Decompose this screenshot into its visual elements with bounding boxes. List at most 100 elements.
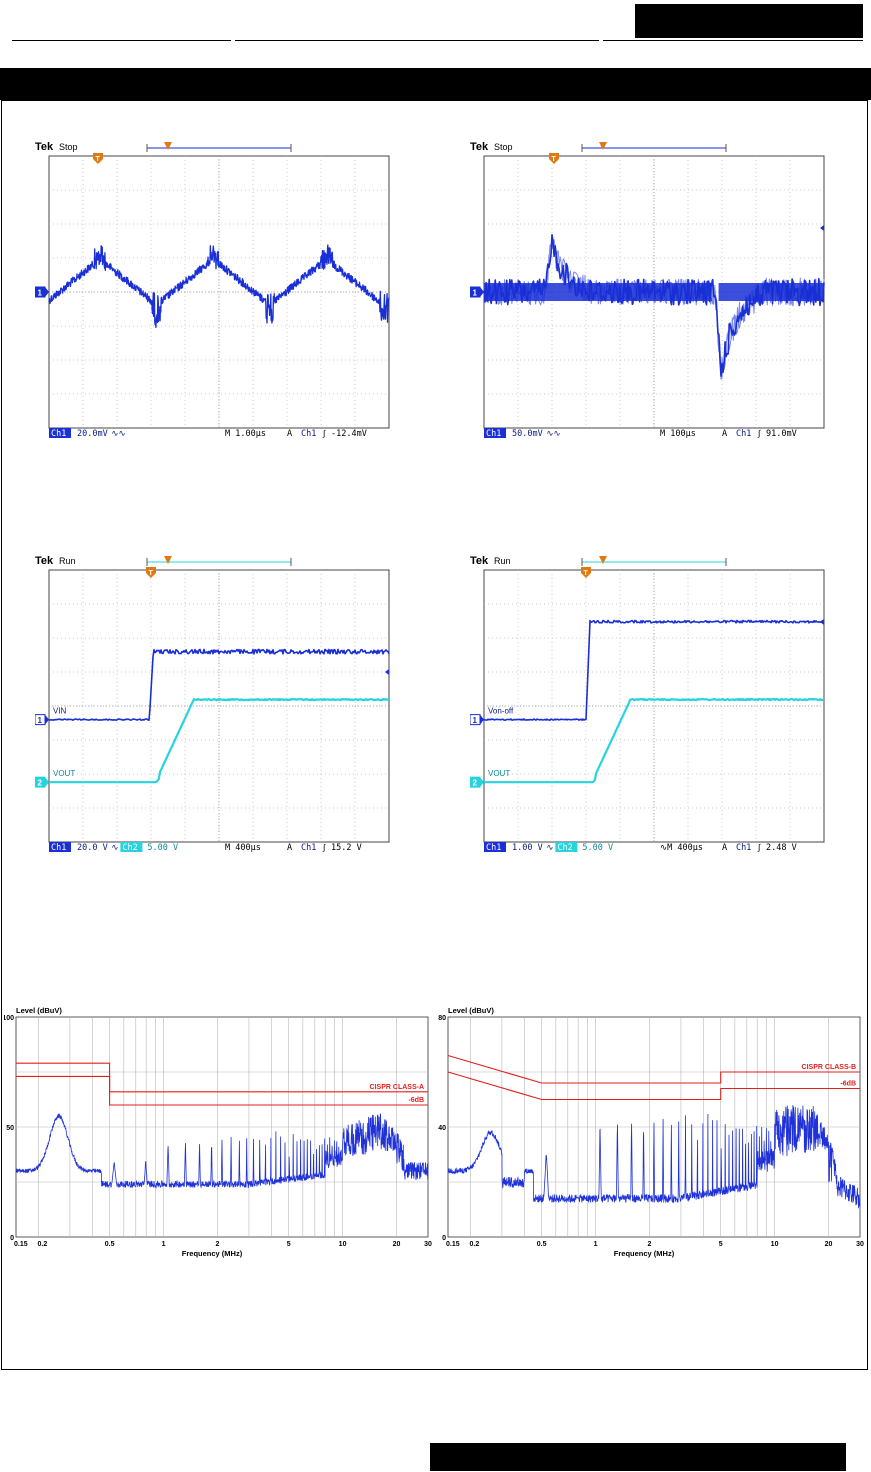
header-black-box xyxy=(635,4,863,38)
scope-trigger-position-icon: T xyxy=(146,567,156,578)
figure-frame xyxy=(1,100,868,1370)
header-rule-middle xyxy=(235,40,599,41)
scope-ch1-trace xyxy=(483,619,825,721)
emc-xtick-label: 30 xyxy=(424,1241,432,1248)
emc-limit-label: -6dB xyxy=(840,1081,856,1088)
svg-text:T: T xyxy=(584,570,589,577)
footer-black-box xyxy=(430,1443,846,1471)
scope-ch2-trace xyxy=(48,697,390,784)
svg-text:2: 2 xyxy=(473,779,478,788)
scope-timebase: M 1.00µs xyxy=(225,429,266,439)
scope-trigger-level: 2.48 V xyxy=(766,843,797,853)
emc-measured-trace xyxy=(15,1113,429,1189)
emc-ytick-label: 0 xyxy=(442,1235,446,1242)
scope-trigger-mode: A xyxy=(287,843,292,853)
scope-ch2-signal-label: VOUT xyxy=(53,769,75,778)
scope-trigger-level: -12.4mV xyxy=(331,429,367,439)
emc-ylabel: Level (dBuV) xyxy=(448,1006,494,1015)
scope-ch1-label: Ch1 xyxy=(51,843,66,853)
scope-brand: Tek xyxy=(470,555,489,567)
scope-brand: Tek xyxy=(35,555,54,567)
scope-run-state: Run xyxy=(494,556,511,566)
svg-text:2: 2 xyxy=(38,779,43,788)
svg-text:1: 1 xyxy=(38,289,43,298)
scope-ch2-tag xyxy=(120,842,143,852)
emc-svg: Level (dBuV) 0 50 100 0.15 0.2 0.5 1 2 5 10 20 30 Fre… xyxy=(4,1006,432,1258)
scope-ch1-label: Ch1 xyxy=(486,429,501,439)
emc-xtick-label: 0.15 xyxy=(14,1241,28,1248)
emc-xtick-label: 10 xyxy=(771,1241,779,1248)
scope-ch2-tag xyxy=(555,842,578,852)
emc-xtick-label: 0.15 xyxy=(446,1241,460,1248)
emc-xtick-label: 20 xyxy=(825,1241,833,1248)
scope-bw-limit: ∿ xyxy=(546,842,553,852)
scope-run-state: Stop xyxy=(59,142,78,152)
scope-trigger-channel: Ch1 xyxy=(301,843,316,853)
scope-trigger-slope: ∫ xyxy=(757,842,761,852)
scope-ch1-scale: 20.0mV xyxy=(77,429,108,439)
scope-startup-onoff: Tek Run Von-off VOUT 1 2 T Ch1 1.00 V ∿ Ch2 5.00 V ∿… xyxy=(470,552,865,862)
emc-class-b-chart: Level (dBuV) 0 40 80 0.15 0.2 0.5 1 2 5 10 20 30 Freq… xyxy=(436,1005,864,1265)
scope-bw-limit: ∿∿ xyxy=(546,428,560,438)
scope-screen-svg: Tek Stop 1 T Ch1 50.0mV ∿∿ M 100µs A Ch1 ∫ 91.0mV xyxy=(470,141,825,439)
scope-trigger-channel: Ch1 xyxy=(736,843,751,853)
emc-ytick-label: 80 xyxy=(438,1015,446,1022)
emc-xtick-label: 1 xyxy=(162,1241,166,1248)
scope-ch1-signal-label: Von-off xyxy=(488,707,514,716)
emc-xtick-label: 2 xyxy=(647,1241,651,1248)
scope-ch2-label: Ch2 xyxy=(122,843,137,853)
scope-ch1-trace xyxy=(483,234,825,380)
scope-timebase: M 100µs xyxy=(660,429,696,439)
scope-trigger-slope: ∫ xyxy=(757,428,761,438)
emc-xtick-label: 20 xyxy=(393,1241,401,1248)
scope-ch1-tag xyxy=(484,842,506,852)
svg-text:1: 1 xyxy=(473,289,478,298)
scope-trigger-marker-small xyxy=(164,142,172,150)
scope-ch1-ground-marker: 1 xyxy=(35,286,49,298)
scope-ch2-label: Ch2 xyxy=(557,843,572,853)
scope-ch1-tag xyxy=(49,842,71,852)
emc-xtick-label: 0.5 xyxy=(537,1241,547,1248)
scope-trigger-channel: Ch1 xyxy=(301,429,316,439)
scope-trigger-position-icon: T xyxy=(549,153,559,164)
scope-trigger-marker-small xyxy=(599,142,607,150)
scope-trigger-position-icon: T xyxy=(581,567,591,578)
emc-xtick-label: 5 xyxy=(719,1241,723,1248)
scope-trigger-level: 15.2 V xyxy=(331,843,362,853)
scope-timebase: ∿M 400µs xyxy=(660,843,703,853)
emc-limit-label: -6dB xyxy=(408,1097,424,1104)
scope-ch1-label: Ch1 xyxy=(486,843,501,853)
emc-limit-line xyxy=(16,1075,428,1106)
emc-xtick-label: 2 xyxy=(215,1241,219,1248)
scope-trigger-level-arrow xyxy=(820,225,824,231)
scope-screen-svg: Tek Stop 1 T Ch1 20.0mV ∿∿ M 1.00µs A Ch1 ∫ -12.4mV xyxy=(35,141,390,439)
scope-ch2-scale: 5.00 V xyxy=(147,843,178,853)
scope-ch1-ground-marker: 1 xyxy=(470,714,484,726)
scope-ch2-ground-marker: 2 xyxy=(470,776,484,788)
emc-xlabel: Frequency (MHz) xyxy=(182,1249,243,1258)
scope-readout: Ch1 20.0 V ∿ Ch2 5.00 V M 400µs A Ch1 ∫ 15.2 V xyxy=(49,842,362,853)
scope-brand: Tek xyxy=(470,141,489,153)
header-rule-left xyxy=(12,40,231,41)
scope-screen-svg: Tek Run Von-off VOUT 1 2 T Ch1 1.00 V ∿ Ch2 5.00 V ∿… xyxy=(470,555,825,853)
scope-transient: Tek Stop 1 T Ch1 50.0mV ∿∿ M 100µs A Ch1 ∫ 91.0mV xyxy=(470,138,865,448)
scope-trigger-level-arrow xyxy=(385,669,389,675)
scope-ch1-scale: 1.00 V xyxy=(512,843,543,853)
scope-run-state: Run xyxy=(59,556,76,566)
scope-ch1-ground-marker: 1 xyxy=(35,714,49,726)
emc-xtick-label: 0.2 xyxy=(38,1241,48,1248)
emc-xtick-label: 1 xyxy=(594,1241,598,1248)
scope-ch2-signal-label: VOUT xyxy=(488,769,510,778)
scope-ch2-ground-marker: 2 xyxy=(35,776,49,788)
scope-brand: Tek xyxy=(35,141,54,153)
emc-limit-line xyxy=(447,1054,860,1084)
emc-xtick-label: 0.5 xyxy=(105,1241,115,1248)
emc-ytick-label: 50 xyxy=(6,1125,14,1132)
scope-ch1-scale: 20.0 V xyxy=(77,843,108,853)
emc-ylabel: Level (dBuV) xyxy=(16,1006,62,1015)
svg-text:T: T xyxy=(149,570,154,577)
scope-trigger-marker-small xyxy=(164,556,172,564)
scope-readout: Ch1 50.0mV ∿∿ M 100µs A Ch1 ∫ 91.0mV xyxy=(484,428,797,439)
emc-xtick-label: 10 xyxy=(339,1241,347,1248)
scope-trigger-marker-small xyxy=(599,556,607,564)
